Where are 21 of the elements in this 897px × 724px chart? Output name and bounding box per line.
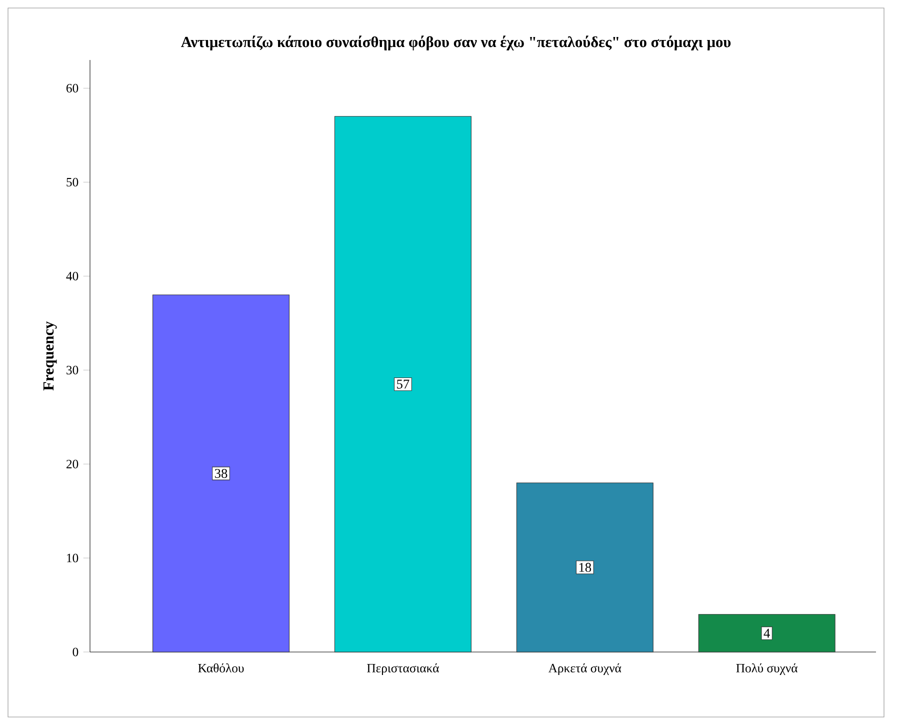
- y-tick-label: 60: [66, 84, 78, 92]
- y-axis-title: Frequency: [43, 321, 57, 390]
- bar: [516, 482, 654, 652]
- data-label: 4: [764, 628, 770, 638]
- chart-title: Αντιμετωπίζω κάποιο συναίσθημα φόβου σαν να έχω "πεταλούδες" στο στόμαχι μου: [181, 36, 731, 50]
- y-tick-label: 20: [66, 460, 78, 468]
- y-tick-label: 50: [66, 178, 78, 186]
- bar: [698, 614, 836, 652]
- data-label: 38: [214, 468, 228, 478]
- bar: [152, 294, 290, 652]
- y-tick-label: 40: [66, 272, 78, 280]
- data-label: 57: [397, 380, 410, 389]
- data-label: 18: [579, 562, 592, 572]
- y-tick-label: 10: [67, 554, 78, 562]
- x-tick-label: Αρκετά συχνά: [548, 663, 622, 675]
- x-tick-label: Πολύ συχνά: [736, 663, 798, 675]
- bar: [334, 116, 472, 652]
- x-tick-label: Περιστασιακά: [367, 663, 439, 675]
- y-tick-label: 0: [72, 648, 78, 656]
- x-tick-label: Καθόλου: [198, 663, 244, 672]
- y-tick-label: 30: [66, 366, 78, 374]
